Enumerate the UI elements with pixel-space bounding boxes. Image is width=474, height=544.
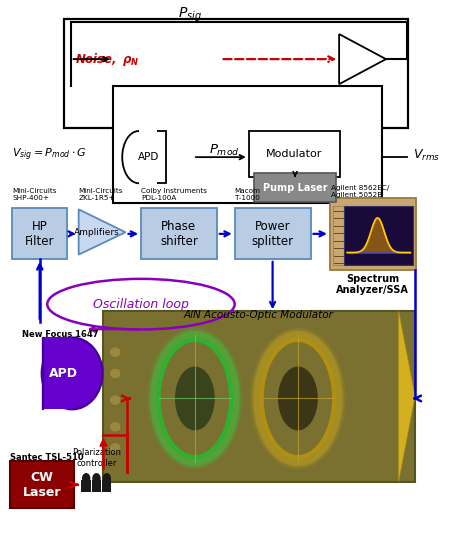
- Text: AlN Acousto-Optic Modulator: AlN Acousto-Optic Modulator: [183, 310, 333, 320]
- Text: Power
splitter: Power splitter: [252, 220, 294, 248]
- FancyBboxPatch shape: [141, 208, 217, 259]
- Ellipse shape: [175, 367, 215, 430]
- Text: APD: APD: [49, 367, 78, 380]
- Text: Agilent 8562EC/
Agilent 5052B: Agilent 8562EC/ Agilent 5052B: [331, 184, 389, 197]
- Text: $\bfit{Noise,\ \rho_N}$: $\bfit{Noise,\ \rho_N}$: [75, 51, 140, 67]
- Text: Macom
T-1000: Macom T-1000: [235, 188, 261, 201]
- Polygon shape: [339, 34, 386, 84]
- Text: Oscillation loop: Oscillation loop: [93, 298, 189, 311]
- FancyBboxPatch shape: [10, 461, 74, 508]
- Text: Santec TSL-510: Santec TSL-510: [10, 453, 83, 461]
- Text: Pump Laser: Pump Laser: [263, 182, 328, 193]
- FancyBboxPatch shape: [42, 337, 43, 409]
- Text: New Focus 1647: New Focus 1647: [21, 330, 98, 339]
- FancyBboxPatch shape: [12, 208, 67, 259]
- Ellipse shape: [109, 368, 121, 379]
- Ellipse shape: [102, 473, 111, 484]
- Ellipse shape: [42, 337, 102, 410]
- Ellipse shape: [92, 473, 100, 484]
- Text: Mini-Circuits
SHP-400+: Mini-Circuits SHP-400+: [12, 188, 57, 201]
- Ellipse shape: [82, 473, 91, 484]
- FancyBboxPatch shape: [113, 86, 382, 203]
- FancyBboxPatch shape: [138, 128, 157, 184]
- FancyBboxPatch shape: [138, 131, 166, 183]
- Ellipse shape: [109, 395, 121, 405]
- Ellipse shape: [109, 422, 121, 432]
- Ellipse shape: [109, 443, 121, 453]
- Ellipse shape: [278, 367, 318, 430]
- Polygon shape: [79, 209, 126, 255]
- Text: Spectrum
Analyzer/SSA: Spectrum Analyzer/SSA: [337, 274, 409, 295]
- FancyBboxPatch shape: [344, 206, 413, 265]
- Text: $P_{mod}$: $P_{mod}$: [209, 143, 239, 158]
- FancyBboxPatch shape: [330, 197, 417, 269]
- Text: Modulator: Modulator: [266, 149, 322, 159]
- Ellipse shape: [109, 347, 121, 357]
- FancyBboxPatch shape: [82, 480, 91, 492]
- Text: Polarization
controller: Polarization controller: [72, 448, 121, 468]
- Text: Phase
shifter: Phase shifter: [160, 220, 198, 248]
- Polygon shape: [399, 311, 415, 481]
- FancyBboxPatch shape: [334, 206, 344, 265]
- Text: $P_{sig}$: $P_{sig}$: [178, 6, 202, 24]
- Ellipse shape: [122, 131, 155, 183]
- FancyBboxPatch shape: [92, 480, 101, 492]
- Text: CW
Laser: CW Laser: [23, 471, 61, 499]
- FancyBboxPatch shape: [42, 337, 72, 409]
- Text: $V_{sig} = P_{mod} \cdot G$: $V_{sig} = P_{mod} \cdot G$: [12, 147, 87, 163]
- Text: Colby Instruments
PDL-100A: Colby Instruments PDL-100A: [141, 188, 207, 201]
- FancyBboxPatch shape: [235, 208, 310, 259]
- FancyBboxPatch shape: [103, 311, 415, 481]
- Text: Mini-Circuits
ZKL-1R5+: Mini-Circuits ZKL-1R5+: [79, 188, 123, 201]
- Text: Amplifiers: Amplifiers: [73, 228, 119, 237]
- FancyBboxPatch shape: [102, 480, 111, 492]
- FancyBboxPatch shape: [254, 172, 336, 202]
- FancyBboxPatch shape: [64, 19, 408, 128]
- Text: APD: APD: [138, 152, 160, 162]
- FancyBboxPatch shape: [249, 131, 340, 177]
- Text: HP
Filter: HP Filter: [25, 220, 55, 248]
- Text: $V_{rms}$: $V_{rms}$: [413, 147, 440, 163]
